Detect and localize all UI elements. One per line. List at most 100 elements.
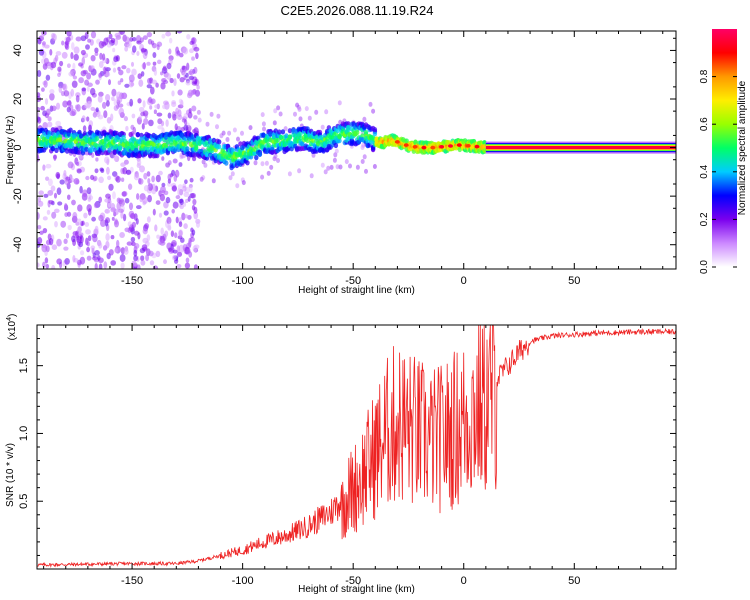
heatmap-noise-cell: [122, 213, 127, 222]
heatmap-noise-cell: [131, 36, 137, 42]
heatmap-noise-cell: [57, 72, 61, 78]
heatmap-noise-cell: [131, 113, 136, 119]
heatmap-noise-cell: [37, 37, 42, 45]
heatmap-noise-cell: [43, 193, 49, 198]
heatmap-noise-cell: [118, 103, 124, 108]
snr-y-scale-label: (x104): [6, 314, 18, 341]
heatmap-noise-cell: [248, 125, 253, 131]
heatmap-band-cell: [372, 131, 378, 137]
heatmap-noise-cell: [56, 258, 63, 265]
heatmap-noise-cell: [297, 168, 302, 174]
heatmap-noise-cell: [90, 174, 95, 181]
heatmap-cells: [37, 31, 676, 269]
heatmap-noise-cell: [53, 192, 58, 199]
heatmap-noise-cell: [175, 50, 181, 57]
heatmap-noise-cell: [56, 187, 62, 195]
heatmap-band-cell: [482, 140, 487, 146]
colorbar-tick-label: 0.2: [699, 212, 710, 226]
heatmap-noise-cell: [46, 209, 51, 215]
heatmap-noise-cell: [42, 121, 48, 130]
heatmap-noise-cell: [136, 264, 141, 269]
heatmap-noise-cell: [131, 68, 137, 76]
heatmap-noise-cell: [114, 248, 118, 253]
heatmap-noise-cell: [126, 241, 133, 246]
heatmap-noise-cell: [193, 115, 198, 120]
heatmap-noise-cell: [130, 213, 136, 220]
heatmap-band-cell: [84, 146, 89, 152]
heatmap-noise-cell: [155, 250, 161, 258]
heatmap-band-cell: [268, 131, 273, 137]
heatmap-noise-cell: [54, 220, 58, 228]
heatmap-noise-cell: [121, 191, 127, 197]
heatmap-y-tick-label: 20: [12, 93, 24, 105]
heatmap-band-cell: [482, 143, 487, 149]
heatmap-noise-cell: [167, 160, 172, 166]
heatmap-noise-cell: [160, 227, 164, 235]
heatmap-noise-cell: [57, 201, 63, 206]
heatmap-noise-cell: [216, 113, 221, 119]
heatmap-noise-cell: [94, 225, 99, 234]
heatmap-noise-cell: [142, 35, 148, 41]
heatmap-band-cell: [217, 139, 222, 145]
heatmap-noise-cell: [66, 194, 71, 200]
heatmap-noise-cell: [126, 67, 131, 74]
heatmap-noise-cell: [90, 54, 96, 62]
heatmap-band-cell: [346, 121, 351, 127]
heatmap-noise-cell: [101, 101, 107, 109]
heatmap-noise-cell: [177, 188, 181, 196]
heatmap-y-axis-label: Frequency (Hz): [5, 116, 16, 185]
colorbar-label: Normalized spectral amplitude: [737, 80, 748, 215]
heatmap-noise-cell: [64, 258, 70, 265]
heatmap-noise-cell: [179, 198, 184, 206]
heatmap-band-cell: [224, 160, 229, 166]
heatmap-band-cell: [284, 133, 289, 139]
heatmap-noise-cell: [103, 66, 107, 75]
heatmap-noise-cell: [92, 234, 98, 243]
heatmap-noise-cell: [167, 112, 172, 119]
heatmap-noise-cell: [153, 68, 158, 76]
heatmap-peak-cell: [403, 143, 409, 147]
heatmap-band-cell: [312, 131, 317, 137]
heatmap-noise-cell: [172, 158, 178, 164]
heatmap-noise-cell: [50, 185, 56, 192]
heatmap-noise-cell: [120, 78, 124, 83]
heatmap-noise-cell: [266, 170, 271, 176]
heatmap-noise-cell: [42, 216, 48, 221]
colorbar-tick-label: 0.8: [699, 69, 710, 83]
heatmap-noise-cell: [106, 43, 112, 48]
heatmap-noise-cell: [111, 88, 117, 97]
heatmap-band-cell: [321, 146, 326, 153]
heatmap-noise-cell: [161, 156, 165, 161]
heatmap-noise-cell: [186, 34, 191, 40]
heatmap-noise-cell: [117, 80, 122, 86]
heatmap-noise-cell: [53, 208, 60, 213]
heatmap-noise-cell: [147, 194, 152, 203]
heatmap-noise-cell: [135, 218, 139, 225]
heatmap-noise-cell: [183, 201, 187, 207]
heatmap-noise-cell: [48, 238, 54, 246]
heatmap-noise-cell: [134, 230, 140, 236]
heatmap-band-cell: [204, 139, 209, 146]
heatmap-noise-cell: [158, 170, 163, 176]
heatmap-noise-cell: [85, 175, 90, 181]
heatmap-noise-cell: [81, 115, 86, 122]
heatmap-y-tick-label: -40: [12, 237, 24, 253]
heatmap-noise-cell: [112, 191, 116, 200]
heatmap-noise-cell: [76, 161, 80, 166]
heatmap-noise-cell: [119, 231, 125, 239]
heatmap-noise-cell: [86, 255, 92, 261]
heatmap-band-cell: [79, 133, 84, 139]
heatmap-noise-cell: [75, 94, 80, 103]
heatmap-noise-cell: [95, 79, 100, 85]
heatmap-noise-cell: [232, 127, 237, 133]
heatmap-noise-cell: [37, 106, 41, 112]
heatmap-noise-cell: [329, 164, 334, 170]
heatmap-noise-cell: [149, 86, 155, 95]
heatmap-noise-cell: [174, 232, 178, 239]
snr-scale-exponent: 4: [6, 317, 13, 321]
heatmap-noise-cell: [137, 73, 142, 80]
heatmap-band-cell: [107, 147, 112, 153]
heatmap-noise-cell: [191, 105, 197, 112]
heatmap-noise-cell: [78, 241, 84, 248]
heatmap-noise-cell: [67, 99, 72, 108]
